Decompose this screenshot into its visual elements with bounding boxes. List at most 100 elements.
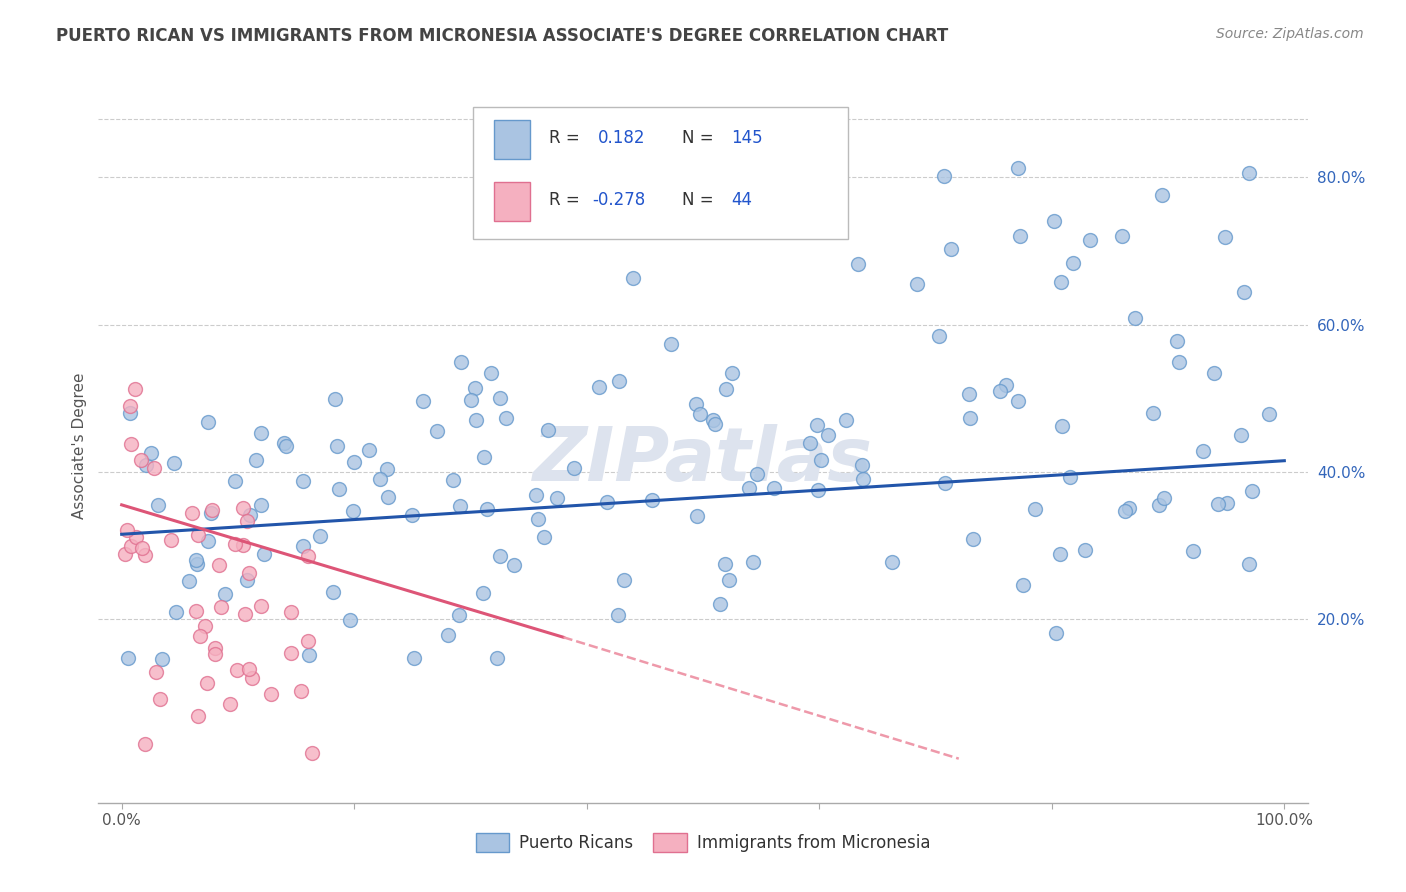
Point xyxy=(1123,310,1146,325)
Point xyxy=(357,443,380,458)
Point xyxy=(165,605,187,619)
Point xyxy=(181,506,204,520)
Point xyxy=(232,538,254,552)
Point xyxy=(1111,228,1133,243)
Point xyxy=(201,503,224,517)
Point xyxy=(852,472,875,486)
Point xyxy=(238,566,260,581)
Text: ZIPatlas: ZIPatlas xyxy=(533,424,873,497)
Point xyxy=(460,393,482,408)
Point xyxy=(1024,501,1046,516)
Point xyxy=(135,458,157,472)
Text: 44: 44 xyxy=(731,191,752,209)
Point xyxy=(325,439,347,453)
Point xyxy=(716,382,738,396)
Text: N =: N = xyxy=(682,191,720,209)
Point xyxy=(1062,256,1084,270)
Point xyxy=(1074,542,1097,557)
Point xyxy=(124,382,146,396)
Legend: Puerto Ricans, Immigrants from Micronesia: Puerto Ricans, Immigrants from Micronesi… xyxy=(470,826,936,859)
Point xyxy=(194,619,217,633)
Point xyxy=(817,427,839,442)
Point xyxy=(184,553,207,567)
Point xyxy=(1043,214,1066,228)
Point xyxy=(292,474,315,488)
Point xyxy=(200,506,222,520)
Point xyxy=(245,453,267,467)
Point xyxy=(226,663,249,677)
Point xyxy=(148,498,170,512)
Point xyxy=(486,651,509,665)
Point xyxy=(204,647,226,661)
Point xyxy=(880,555,903,569)
Point xyxy=(799,436,821,450)
Point xyxy=(186,557,208,571)
Point xyxy=(197,415,219,429)
Point xyxy=(214,587,236,601)
Point xyxy=(134,737,156,751)
Point xyxy=(1213,230,1236,244)
Point xyxy=(1258,407,1281,421)
Point xyxy=(475,502,498,516)
Point xyxy=(934,475,956,490)
Point xyxy=(928,329,950,343)
Point xyxy=(495,410,517,425)
Point xyxy=(437,627,460,641)
Point xyxy=(323,392,346,406)
Point xyxy=(741,556,763,570)
Point xyxy=(957,387,980,401)
Point xyxy=(1239,558,1261,572)
Point xyxy=(704,417,727,431)
Point xyxy=(1142,406,1164,420)
Point xyxy=(232,501,254,516)
Point xyxy=(117,651,139,665)
Point xyxy=(163,456,186,470)
Point xyxy=(1114,504,1136,518)
Point xyxy=(995,378,1018,392)
Point xyxy=(292,539,315,553)
Point xyxy=(159,533,181,548)
Point xyxy=(810,453,832,467)
Point xyxy=(368,472,391,486)
Point xyxy=(821,182,844,196)
Point xyxy=(1182,543,1205,558)
Point xyxy=(807,483,830,497)
Point xyxy=(526,488,548,502)
Text: PUERTO RICAN VS IMMIGRANTS FROM MICRONESIA ASSOCIATE'S DEGREE CORRELATION CHART: PUERTO RICAN VS IMMIGRANTS FROM MICRONES… xyxy=(56,27,949,45)
Point xyxy=(322,584,344,599)
Point xyxy=(623,270,645,285)
Point xyxy=(401,508,423,523)
Point xyxy=(588,379,610,393)
Point xyxy=(238,662,260,676)
Point xyxy=(806,418,828,433)
Point xyxy=(209,599,232,614)
Point xyxy=(273,435,295,450)
Point xyxy=(641,492,664,507)
Point xyxy=(1007,393,1029,408)
Point xyxy=(718,574,741,588)
Y-axis label: Associate's Degree: Associate's Degree xyxy=(72,373,87,519)
Point xyxy=(250,425,273,440)
Point xyxy=(290,683,312,698)
Point xyxy=(236,573,259,587)
Point xyxy=(129,453,152,467)
Point xyxy=(1149,498,1171,512)
Point xyxy=(197,533,219,548)
Point xyxy=(714,558,737,572)
Point xyxy=(142,461,165,475)
Text: Source: ZipAtlas.com: Source: ZipAtlas.com xyxy=(1216,27,1364,41)
Point xyxy=(120,437,142,451)
Point xyxy=(120,540,142,554)
Text: R =: R = xyxy=(550,128,585,146)
Point xyxy=(1049,547,1071,561)
Point xyxy=(503,558,526,572)
Point xyxy=(738,481,761,495)
Point xyxy=(249,498,271,512)
Point xyxy=(562,461,585,475)
Point xyxy=(447,607,470,622)
Point xyxy=(118,400,141,414)
Point xyxy=(236,514,259,528)
Point xyxy=(224,474,246,488)
Text: 0.182: 0.182 xyxy=(598,128,645,146)
Point xyxy=(851,458,873,472)
